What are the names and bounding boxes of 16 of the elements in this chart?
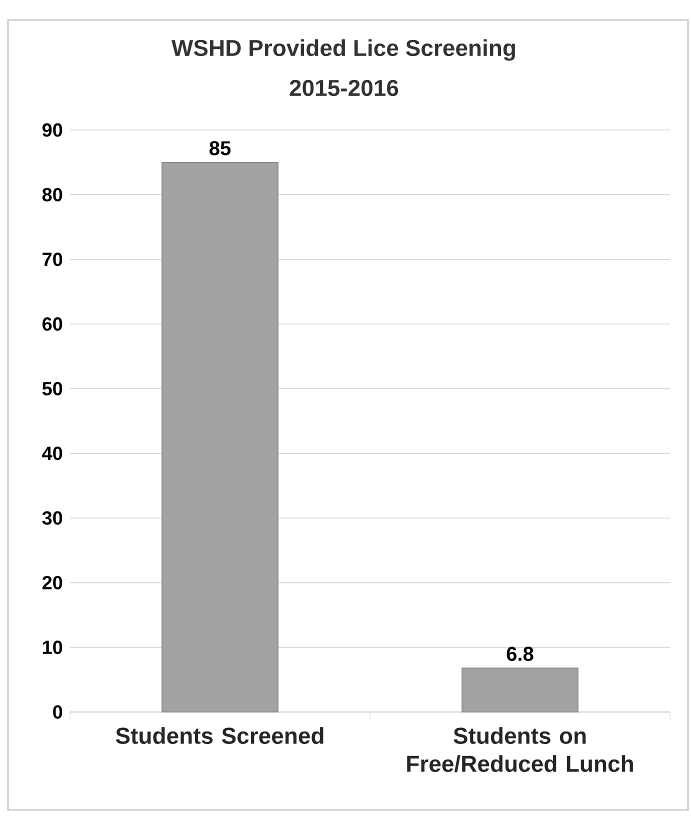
y-tick-label: 30 <box>42 511 62 525</box>
y-tick-label: 20 <box>42 576 62 590</box>
y-tick-label: 40 <box>42 446 62 460</box>
chart-title: WSHD Provided Lice Screening <box>171 39 515 61</box>
y-tick-label: 80 <box>42 188 62 202</box>
y-tick-label: 90 <box>42 123 62 137</box>
data-label: 6.8 <box>506 646 534 661</box>
x-tick-label: Students Screened <box>116 727 324 744</box>
y-tick-label: 50 <box>42 382 62 396</box>
y-tick-label: 60 <box>42 317 62 331</box>
x-tick-label: Students on Free/Reduced Lunch <box>407 727 633 772</box>
y-tick-label: 10 <box>42 640 62 654</box>
y-tick-label: 0 <box>53 705 62 719</box>
y-tick-label: 70 <box>42 252 62 266</box>
chart-subtitle: 2015-2016 <box>290 80 398 96</box>
data-label: 85 <box>210 141 231 156</box>
